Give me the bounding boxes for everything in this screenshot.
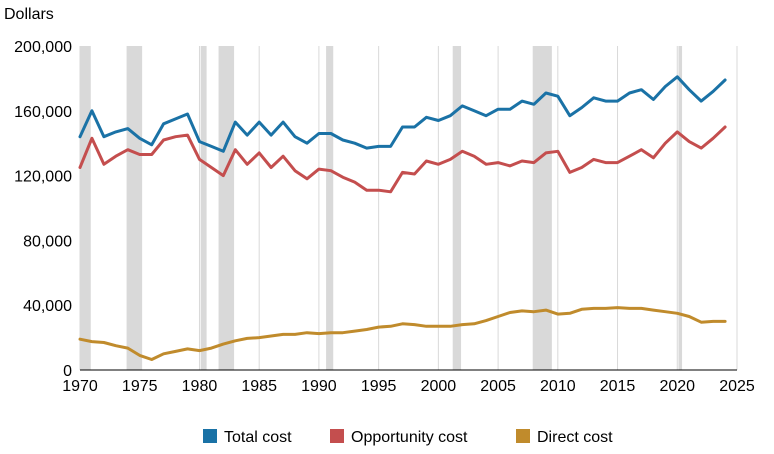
y-tick-label-80000: 80,000 [23, 233, 72, 250]
x-tick-label-2020: 2020 [659, 378, 695, 395]
x-axis-tick-labels: 1970 1975 1980 1985 1990 1995 2000 2005 2010 2015… [62, 378, 755, 395]
legend: Total cost Opportunity cost Direct cost [203, 429, 613, 446]
series-line-direct-cost [78, 306, 727, 361]
x-tick-label-1990: 1990 [301, 378, 337, 395]
x-tick-label-1985: 1985 [241, 378, 277, 395]
recession-band-6 [532, 46, 552, 370]
recession-band-0 [80, 46, 91, 370]
legend-swatch-direct-cost [516, 429, 530, 443]
legend-swatch-opportunity-cost [330, 429, 344, 443]
x-tick-label-1970: 1970 [62, 378, 98, 395]
y-tick-label-120000: 120,000 [14, 169, 72, 186]
series-line-opportunity-cost [78, 125, 727, 194]
recession-band-3 [218, 46, 235, 370]
recession-band-1 [126, 46, 143, 370]
x-tick-label-2025: 2025 [719, 378, 755, 395]
x-tick-label-2010: 2010 [540, 378, 576, 395]
legend-swatch-total-cost [203, 429, 217, 443]
x-tick-label-2015: 2015 [600, 378, 636, 395]
data-series [78, 75, 727, 361]
legend-label-opportunity-cost: Opportunity cost [351, 429, 468, 446]
series-line-total-cost [78, 75, 727, 153]
recession-band-5 [452, 46, 462, 370]
y-tick-label-40000: 40,000 [23, 298, 72, 315]
x-tick-label-2005: 2005 [480, 378, 516, 395]
y-tick-label-200000: 200,000 [14, 39, 72, 56]
y-tick-label-0: 0 [63, 363, 72, 380]
x-tick-label-2000: 2000 [421, 378, 457, 395]
legend-label-total-cost: Total cost [224, 429, 292, 446]
y-axis-tick-labels: 0 40,000 80,000 120,000 160,000 200,000 [14, 39, 72, 380]
x-tick-label-1995: 1995 [361, 378, 397, 395]
legend-label-direct-cost: Direct cost [537, 429, 613, 446]
y-axis-unit-label: Dollars [4, 6, 54, 23]
y-tick-label-160000: 160,000 [14, 104, 72, 121]
vertical-gridlines [79, 46, 738, 370]
recession-band-7 [678, 46, 683, 370]
x-tick-label-1975: 1975 [122, 378, 158, 395]
recession-band-4 [326, 46, 334, 370]
x-tick-label-1980: 1980 [182, 378, 218, 395]
recession-bands [80, 46, 683, 370]
recession-band-2 [200, 46, 207, 370]
